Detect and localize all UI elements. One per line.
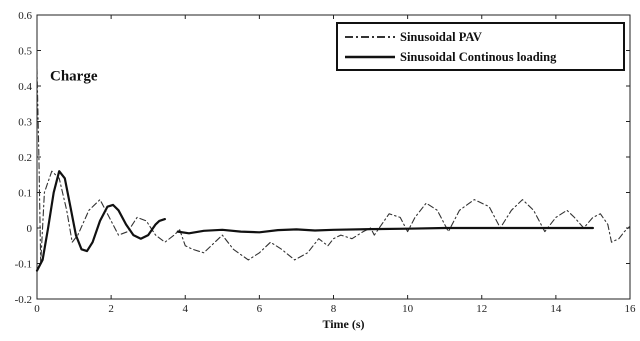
chart-annotation: Charge [50,68,98,84]
x-tick-label: 10 [402,303,414,315]
x-tick-label: 12 [476,303,487,315]
x-tick-label: 16 [625,303,637,315]
y-axis: -0.2 -0.1 0 0.1 0.2 0.3 0.4 0.5 0.6 [15,10,630,306]
legend-label-2: Sinusoidal Continous loading [400,50,557,64]
y-tick-label: 0.2 [18,152,32,164]
series-layer [35,67,631,272]
y-tick-label: 0.6 [18,10,32,22]
x-tick-label: 0 [34,303,40,315]
x-axis-title: Time (s) [322,317,364,331]
y-tick-label: -0.2 [15,294,32,306]
y-tick-label: 0 [27,223,33,235]
x-tick-label: 8 [331,303,337,315]
x-tick-label: 14 [550,303,562,315]
x-axis: 0 2 4 6 8 10 12 14 16 [34,15,636,315]
y-tick-label: 0.4 [18,81,32,93]
series-line-2 [35,170,594,272]
x-tick-label: 6 [257,303,263,315]
series-line-1 [36,67,631,265]
y-tick-label: 0.5 [18,46,32,58]
y-tick-label: 0.3 [18,117,32,129]
x-tick-label: 4 [183,303,189,315]
legend-label-1: Sinusoidal PAV [400,30,482,44]
legend-box [336,22,625,71]
y-tick-label: 0.1 [18,188,32,200]
legend: Sinusoidal PAV Sinusoidal Continous loadi… [336,22,625,71]
x-tick-label: 2 [108,303,114,315]
y-tick-label: -0.1 [15,259,32,271]
